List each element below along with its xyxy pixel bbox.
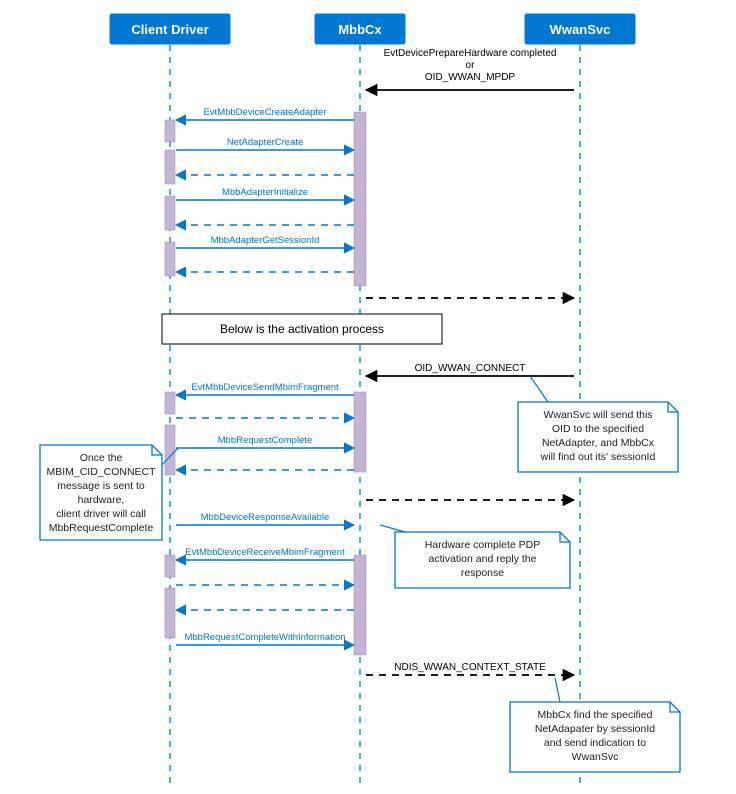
message-label: MbbAdapterGetSessionId (211, 235, 320, 246)
note-text: NetAdapter, and MbbCx (542, 437, 655, 449)
message-label: EvtMbbDeviceSendMbimFragment (191, 382, 339, 393)
note-pointer (555, 678, 560, 702)
note-pointer (530, 376, 548, 402)
participant-label: Client Driver (131, 22, 208, 37)
note-text: WwanSvc (572, 751, 619, 763)
message-label: or (466, 60, 476, 71)
message-label: EvtMbbDeviceReceiveMbimFragment (185, 547, 345, 558)
note-text: Hardware complete PDP (425, 539, 541, 551)
activation (165, 120, 175, 142)
activation (354, 555, 366, 655)
message-label: MbbRequestComplete (218, 435, 313, 446)
activation (165, 392, 175, 414)
activation (165, 555, 175, 577)
activation (354, 392, 366, 472)
divider-label: Below is the activation process (220, 322, 384, 336)
note-text: hardware, (78, 494, 125, 506)
note-text: client driver will call (56, 508, 146, 520)
note-text: MbbRequestComplete (49, 522, 154, 534)
activation (165, 242, 175, 276)
note-text: response (461, 567, 504, 579)
note-text: WwanSvc will send this (543, 409, 652, 421)
note-text: NetAdapater by sessionId (535, 723, 655, 735)
note-text: MBIM_CID_CONNECT (46, 466, 156, 478)
message-label: OID_WWAN_MPDP (425, 72, 516, 83)
note-text: MbbCx find the specified (538, 709, 653, 721)
message-label: OID_WWAN_CONNECT (415, 363, 526, 374)
participant-label: MbbCx (338, 22, 382, 37)
message-label: MbbDeviceResponseAvailable (201, 512, 330, 523)
note-pointer (380, 525, 405, 532)
message-label: MbbRequestCompleteWithInformation (184, 632, 345, 643)
note-text: Once the (80, 452, 123, 464)
message-label: NetAdapterCreate (227, 137, 304, 148)
activation (165, 425, 175, 475)
activation (165, 588, 175, 638)
message-label: EvtMbbDeviceCreateAdapter (203, 107, 326, 118)
note-text: message is sent to (57, 480, 145, 492)
activation (165, 150, 175, 184)
activation (165, 196, 175, 230)
message-label: EvtDevicePrepareHardware completed (384, 48, 557, 59)
message-label: NDIS_WWAN_CONTEXT_STATE (394, 662, 546, 673)
note-text: and send indication to (544, 737, 646, 749)
note-text: OID to the specified (552, 423, 644, 435)
note-text: will find out its' sessionId (540, 451, 656, 463)
activation (354, 112, 366, 286)
note-text: activation and reply the (429, 553, 537, 565)
participant-label: WwanSvc (550, 22, 611, 37)
message-label: MbbAdapterInitialize (222, 187, 308, 198)
